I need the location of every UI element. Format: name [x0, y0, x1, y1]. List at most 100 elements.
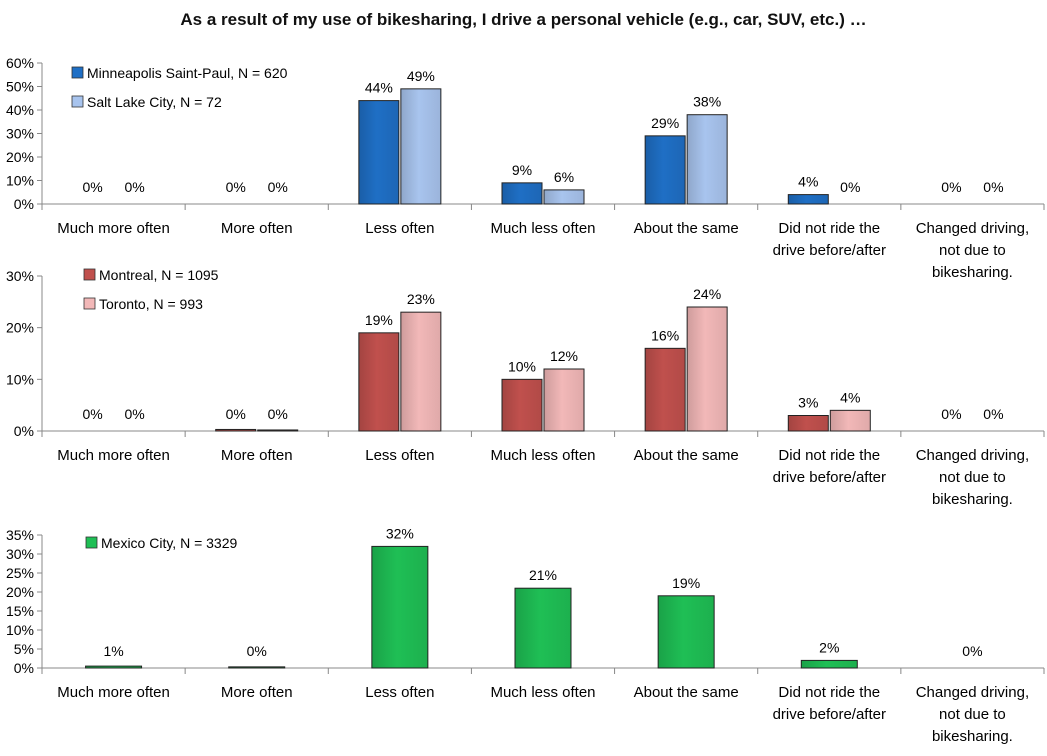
legend-label: Minneapolis Saint-Paul, N = 620 — [87, 65, 288, 81]
panel-twin-cities-salt-lake: 0% 10% 20% 30% 40% 50% 60% 0% 0% 44% 9% 29% 4% 0% 0% 0%… — [6, 55, 1045, 281]
data-label: 49% — [407, 68, 435, 84]
x-category-label: About the same — [634, 447, 739, 464]
data-label: 3% — [798, 395, 818, 411]
x-category-label: Much more often — [57, 684, 170, 701]
x-category-label: Changed driving, not due to bikesharing. — [916, 684, 1029, 745]
x-category-label: Less often — [365, 220, 434, 237]
x-category-label: Much more often — [57, 220, 170, 237]
y-tick-label: 10% — [6, 622, 34, 638]
bar — [228, 666, 286, 669]
x-category-label: More often — [221, 447, 293, 464]
y-tick-label: 60% — [6, 55, 34, 71]
x-category-label: Changed driving, not due to bikesharing. — [916, 447, 1029, 508]
bar — [215, 428, 257, 432]
data-label: 0% — [226, 179, 246, 195]
bar — [358, 100, 400, 205]
bar — [686, 306, 728, 432]
y-tick-label: 20% — [6, 320, 34, 336]
legend-swatch — [71, 95, 84, 108]
data-label: 9% — [512, 162, 532, 178]
data-label: 6% — [554, 169, 574, 185]
bar — [85, 665, 143, 669]
bar — [787, 415, 829, 432]
y-tick-label: 15% — [6, 603, 34, 619]
bar — [657, 595, 715, 669]
data-label: 0% — [941, 406, 961, 422]
data-label: 44% — [365, 80, 393, 96]
y-tick-label: 30% — [6, 268, 34, 284]
x-category-label: More often — [221, 684, 293, 701]
data-label: 0% — [962, 643, 982, 659]
legend-label: Salt Lake City, N = 72 — [87, 94, 222, 110]
bar — [358, 332, 400, 432]
data-label: 0% — [124, 406, 144, 422]
data-label: 19% — [365, 312, 393, 328]
data-label: 10% — [508, 358, 536, 374]
data-label: 29% — [651, 115, 679, 131]
data-label: 19% — [672, 575, 700, 591]
data-label: 0% — [941, 179, 961, 195]
x-category-label: Much less often — [490, 447, 595, 464]
data-label: 0% — [268, 406, 288, 422]
bar — [514, 587, 572, 669]
data-label: 0% — [124, 179, 144, 195]
data-label: 0% — [840, 179, 860, 195]
data-label: 38% — [693, 94, 721, 110]
data-label: 23% — [407, 291, 435, 307]
data-label: 0% — [247, 643, 267, 659]
x-category-label: Did not ride the drive before/after — [773, 684, 886, 723]
x-category-label: Much less often — [490, 220, 595, 237]
y-tick-label: 5% — [14, 641, 34, 657]
legend-label: Toronto, N = 993 — [99, 296, 203, 312]
y-tick-label: 30% — [6, 126, 34, 142]
data-label: 16% — [651, 327, 679, 343]
y-tick-label: 0% — [14, 196, 34, 212]
bar — [501, 182, 543, 205]
bar — [800, 659, 858, 669]
data-label: 0% — [82, 179, 102, 195]
x-category-label: Much less often — [490, 684, 595, 701]
x-category-label: Changed driving, not due to bikesharing. — [916, 220, 1029, 281]
y-tick-label: 30% — [6, 546, 34, 562]
y-tick-label: 10% — [6, 371, 34, 387]
chart-title: As a result of my use of bikesharing, I … — [180, 10, 867, 29]
bar — [644, 135, 686, 205]
data-label: 1% — [103, 643, 123, 659]
bar — [400, 311, 442, 432]
legend-label: Montreal, N = 1095 — [99, 267, 219, 283]
x-category-label: Less often — [365, 684, 434, 701]
data-label: 4% — [840, 389, 860, 405]
data-label: 0% — [82, 406, 102, 422]
data-label: 4% — [798, 174, 818, 190]
bar — [543, 368, 585, 432]
data-label: 0% — [268, 179, 288, 195]
panel-montreal-toronto: 0% 10% 20% 30% 0% 0% 19% 10% 16% 3% 0% 0% 0% 23% 12% 24… — [6, 267, 1045, 508]
x-category-label: Did not ride the drive before/after — [773, 447, 886, 486]
x-category-label: Much more often — [57, 447, 170, 464]
panel-mexico-city: 0% 5% 10% 15% 20% 25% 30% 35% 1% 0% 32% 21% 19% 2% 0% M… — [6, 525, 1045, 745]
x-category-label: Less often — [365, 447, 434, 464]
y-tick-label: 35% — [6, 527, 34, 543]
data-label: 0% — [983, 406, 1003, 422]
data-label: 0% — [983, 179, 1003, 195]
bar — [257, 429, 299, 432]
data-label: 21% — [529, 567, 557, 583]
bar — [371, 545, 429, 669]
y-tick-label: 50% — [6, 79, 34, 95]
bar — [686, 114, 728, 205]
bar — [543, 189, 585, 205]
legend-swatch — [83, 297, 96, 310]
legend-label: Mexico City, N = 3329 — [101, 535, 238, 551]
x-category-label: Did not ride the drive before/after — [773, 220, 886, 259]
y-tick-label: 10% — [6, 173, 34, 189]
x-category-label: About the same — [634, 220, 739, 237]
legend-swatch — [83, 268, 96, 281]
y-tick-label: 0% — [14, 660, 34, 676]
y-tick-label: 20% — [6, 584, 34, 600]
data-label: 32% — [386, 525, 414, 541]
y-tick-label: 20% — [6, 149, 34, 165]
data-label: 24% — [693, 286, 721, 302]
bar — [829, 409, 871, 432]
bar — [400, 88, 442, 205]
